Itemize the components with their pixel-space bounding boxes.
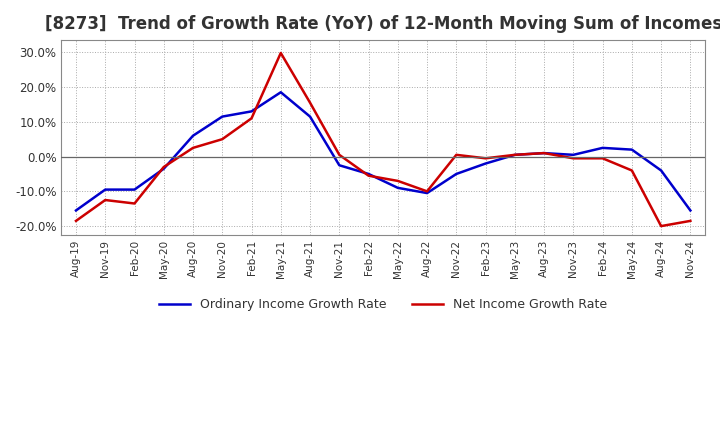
Ordinary Income Growth Rate [628, 147, 636, 152]
Ordinary Income Growth Rate [394, 185, 402, 191]
Ordinary Income Growth Rate [130, 187, 139, 192]
Ordinary Income Growth Rate [159, 166, 168, 171]
Net Income Growth Rate [657, 224, 665, 229]
Ordinary Income Growth Rate [364, 171, 373, 176]
Net Income Growth Rate [364, 173, 373, 178]
Ordinary Income Growth Rate [510, 152, 519, 158]
Ordinary Income Growth Rate [686, 208, 695, 213]
Ordinary Income Growth Rate [306, 114, 315, 119]
Ordinary Income Growth Rate [452, 171, 461, 176]
Ordinary Income Growth Rate [569, 152, 577, 158]
Ordinary Income Growth Rate [335, 163, 343, 168]
Net Income Growth Rate [423, 189, 431, 194]
Net Income Growth Rate [394, 178, 402, 183]
Net Income Growth Rate [686, 218, 695, 224]
Net Income Growth Rate [510, 152, 519, 158]
Net Income Growth Rate [628, 168, 636, 173]
Ordinary Income Growth Rate [218, 114, 227, 119]
Net Income Growth Rate [481, 156, 490, 161]
Title: [8273]  Trend of Growth Rate (YoY) of 12-Month Moving Sum of Incomes: [8273] Trend of Growth Rate (YoY) of 12-… [45, 15, 720, 33]
Net Income Growth Rate [452, 152, 461, 158]
Net Income Growth Rate [569, 156, 577, 161]
Net Income Growth Rate [276, 50, 285, 55]
Net Income Growth Rate [101, 198, 109, 203]
Net Income Growth Rate [130, 201, 139, 206]
Net Income Growth Rate [159, 165, 168, 170]
Net Income Growth Rate [247, 116, 256, 121]
Ordinary Income Growth Rate [72, 208, 81, 213]
Ordinary Income Growth Rate [657, 168, 665, 173]
Ordinary Income Growth Rate [101, 187, 109, 192]
Net Income Growth Rate [598, 156, 607, 161]
Line: Net Income Growth Rate: Net Income Growth Rate [76, 53, 690, 226]
Net Income Growth Rate [72, 218, 81, 224]
Ordinary Income Growth Rate [540, 150, 549, 156]
Net Income Growth Rate [335, 152, 343, 158]
Ordinary Income Growth Rate [598, 145, 607, 150]
Legend: Ordinary Income Growth Rate, Net Income Growth Rate: Ordinary Income Growth Rate, Net Income … [154, 293, 612, 316]
Ordinary Income Growth Rate [276, 90, 285, 95]
Line: Ordinary Income Growth Rate: Ordinary Income Growth Rate [76, 92, 690, 210]
Net Income Growth Rate [540, 150, 549, 156]
Net Income Growth Rate [218, 136, 227, 142]
Ordinary Income Growth Rate [423, 191, 431, 196]
Ordinary Income Growth Rate [481, 161, 490, 166]
Net Income Growth Rate [306, 100, 315, 105]
Ordinary Income Growth Rate [247, 109, 256, 114]
Ordinary Income Growth Rate [189, 133, 197, 138]
Net Income Growth Rate [189, 145, 197, 150]
